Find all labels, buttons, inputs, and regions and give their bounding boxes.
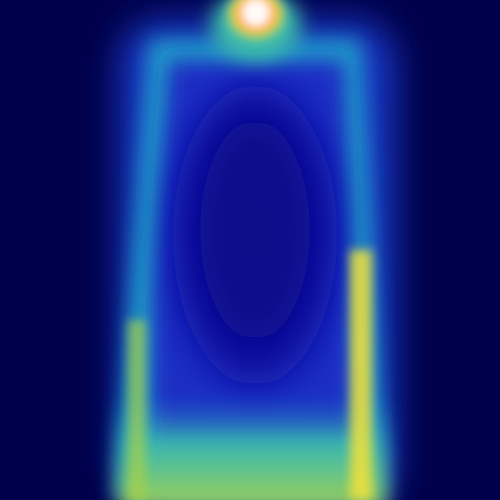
heatmap-hotspot-core — [242, 0, 270, 26]
heatmap-left-edge — [128, 320, 146, 500]
heatmap-bottom-warm — [120, 400, 385, 500]
heatmap-darkest-core — [200, 120, 310, 340]
heatmap-right-edge — [350, 250, 372, 500]
